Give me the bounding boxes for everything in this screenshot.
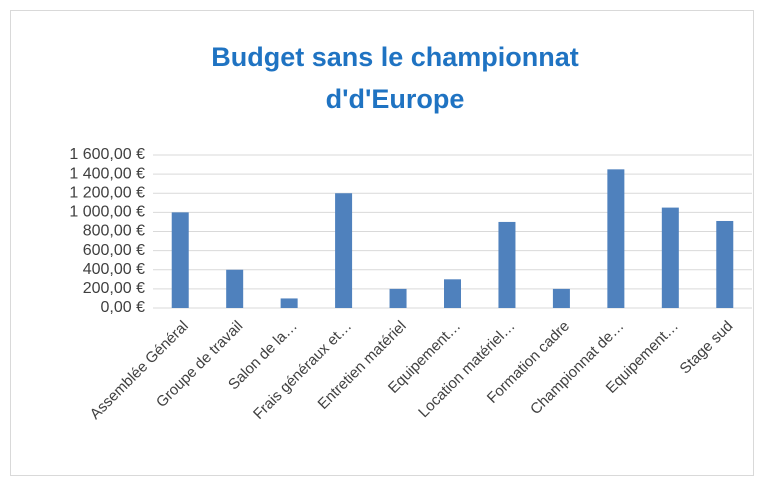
bar [498, 221, 516, 308]
bar [552, 288, 570, 308]
bar [389, 288, 407, 308]
x-tick-label: Championnat de… [527, 318, 627, 418]
y-tick-label: 200,00 € [83, 280, 145, 297]
bar [444, 279, 461, 308]
bar [171, 212, 189, 308]
y-tick-label: 1 600,00 € [69, 146, 145, 163]
bar [607, 169, 625, 308]
x-tick-label: Stage sud [677, 318, 737, 378]
y-tick-label: 1 000,00 € [69, 204, 145, 221]
x-tick-label: Assemblée Général [87, 318, 192, 423]
y-tick-label: 1 400,00 € [69, 165, 145, 182]
y-tick-label: 800,00 € [83, 223, 145, 240]
x-tick-label: Frais généraux et… [250, 318, 355, 423]
bar [661, 207, 679, 308]
bar [335, 193, 353, 308]
y-tick-label: 400,00 € [83, 261, 145, 278]
y-tick-label: 1 200,00 € [69, 184, 145, 201]
bar [280, 298, 298, 308]
bar [716, 220, 734, 308]
x-tick-label: Location matériel… [415, 318, 518, 421]
y-tick-label: 600,00 € [83, 242, 145, 259]
chart-title: Budget sans le championnat d'd'Europe [211, 42, 579, 114]
bar [226, 269, 244, 308]
chart-frame [10, 10, 754, 476]
y-tick-label: 0,00 € [101, 299, 146, 316]
